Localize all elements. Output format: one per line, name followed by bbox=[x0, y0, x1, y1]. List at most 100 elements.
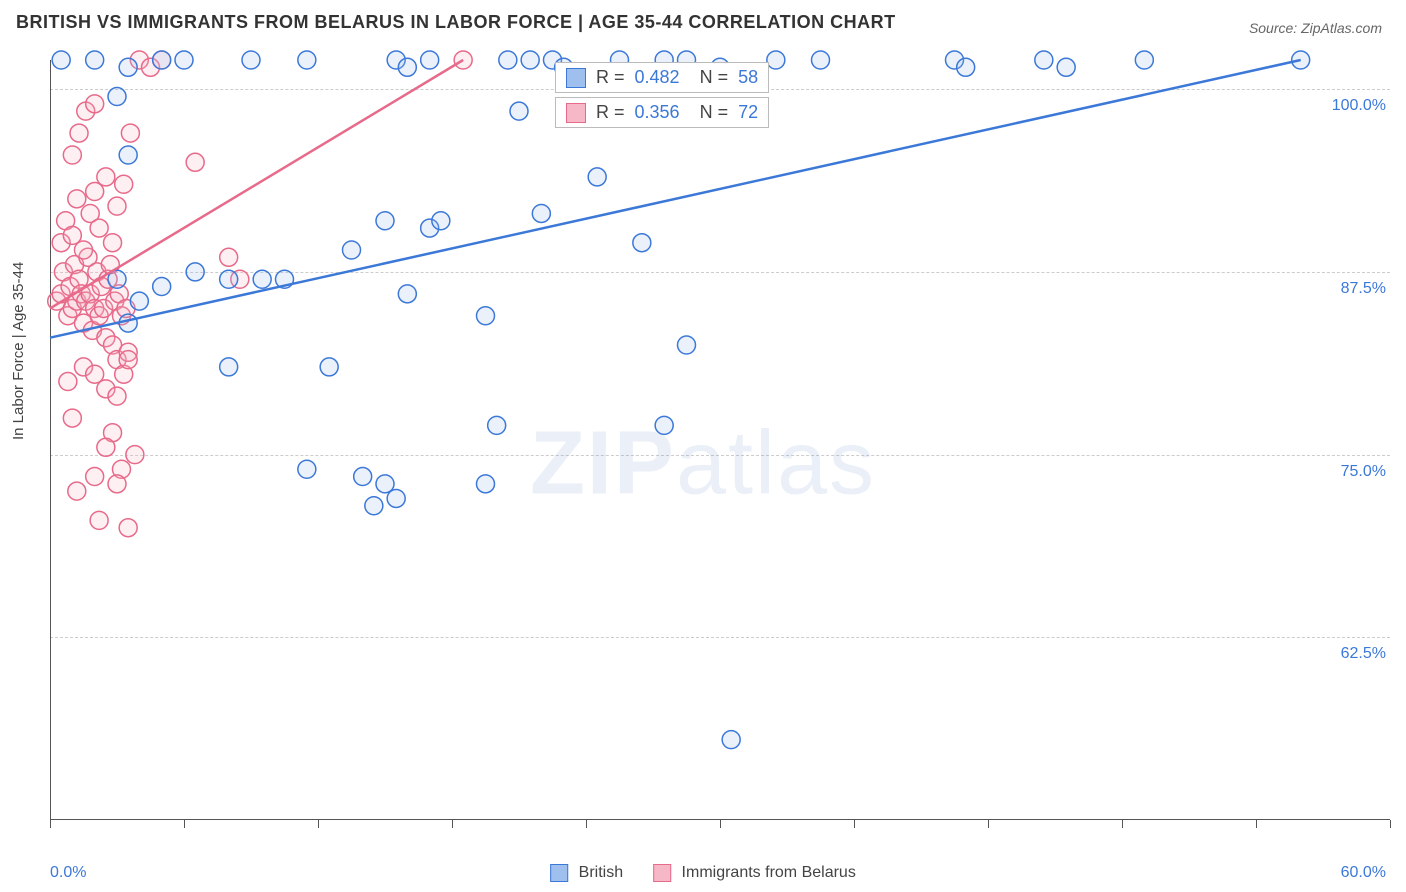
scatter-point-british bbox=[220, 358, 238, 376]
scatter-point-british bbox=[119, 58, 137, 76]
scatter-point-british bbox=[175, 51, 193, 69]
scatter-point-belarus bbox=[70, 124, 88, 142]
scatter-point-belarus bbox=[186, 153, 204, 171]
swatch-belarus bbox=[566, 103, 586, 123]
scatter-point-belarus bbox=[86, 95, 104, 113]
scatter-point-belarus bbox=[63, 146, 81, 164]
stats-row-british: R = 0.482 N = 58 bbox=[555, 62, 769, 93]
scatter-point-british bbox=[119, 314, 137, 332]
scatter-point-british bbox=[130, 292, 148, 310]
scatter-point-british bbox=[432, 212, 450, 230]
scatter-point-belarus bbox=[68, 482, 86, 500]
scatter-point-british bbox=[298, 460, 316, 478]
scatter-point-british bbox=[376, 212, 394, 230]
scatter-point-british bbox=[365, 497, 383, 515]
x-tick bbox=[988, 820, 989, 828]
scatter-point-british bbox=[499, 51, 517, 69]
source-attribution: Source: ZipAtlas.com bbox=[1249, 20, 1382, 36]
scatter-point-belarus bbox=[121, 124, 139, 142]
legend-item-belarus: Immigrants from Belarus bbox=[653, 864, 856, 882]
scatter-point-british bbox=[119, 146, 137, 164]
scatter-point-british bbox=[320, 358, 338, 376]
scatter-point-british bbox=[242, 51, 260, 69]
scatter-point-british bbox=[86, 51, 104, 69]
scatter-point-belarus bbox=[115, 175, 133, 193]
scatter-point-british bbox=[153, 278, 171, 296]
r-label: R = bbox=[596, 67, 625, 88]
scatter-point-british bbox=[588, 168, 606, 186]
scatter-point-belarus bbox=[90, 219, 108, 237]
r-value-belarus: 0.356 bbox=[635, 102, 680, 123]
x-tick bbox=[586, 820, 587, 828]
scatter-plot-svg bbox=[50, 60, 1390, 820]
scatter-point-belarus bbox=[68, 190, 86, 208]
scatter-point-belarus bbox=[220, 248, 238, 266]
legend-label-british: British bbox=[579, 864, 623, 881]
scatter-point-belarus bbox=[119, 351, 137, 369]
scatter-point-belarus bbox=[75, 241, 93, 259]
x-axis-max-label: 60.0% bbox=[1341, 864, 1386, 882]
x-axis-min-label: 0.0% bbox=[50, 864, 86, 882]
scatter-point-belarus bbox=[59, 373, 77, 391]
scatter-point-british bbox=[220, 270, 238, 288]
scatter-point-british bbox=[655, 416, 673, 434]
scatter-point-belarus bbox=[63, 409, 81, 427]
legend-swatch-belarus bbox=[653, 864, 671, 882]
scatter-point-british bbox=[1057, 58, 1075, 76]
scatter-point-british bbox=[253, 270, 271, 288]
x-tick bbox=[1390, 820, 1391, 828]
scatter-point-belarus bbox=[108, 197, 126, 215]
x-tick bbox=[50, 820, 51, 828]
scatter-point-belarus bbox=[97, 438, 115, 456]
scatter-point-british bbox=[1135, 51, 1153, 69]
n-label: N = bbox=[700, 102, 729, 123]
scatter-point-belarus bbox=[126, 446, 144, 464]
scatter-point-british bbox=[957, 58, 975, 76]
x-tick bbox=[1256, 820, 1257, 828]
scatter-point-british bbox=[1035, 51, 1053, 69]
legend-label-belarus: Immigrants from Belarus bbox=[682, 864, 856, 881]
r-label: R = bbox=[596, 102, 625, 123]
scatter-point-british bbox=[767, 51, 785, 69]
scatter-point-british bbox=[387, 489, 405, 507]
scatter-point-british bbox=[633, 234, 651, 252]
x-tick bbox=[452, 820, 453, 828]
x-tick bbox=[854, 820, 855, 828]
x-tick bbox=[720, 820, 721, 828]
scatter-point-british bbox=[812, 51, 830, 69]
n-value-british: 58 bbox=[738, 67, 758, 88]
x-tick bbox=[184, 820, 185, 828]
scatter-point-belarus bbox=[86, 468, 104, 486]
scatter-point-british bbox=[510, 102, 528, 120]
legend-item-british: British bbox=[550, 864, 623, 882]
scatter-point-belarus bbox=[108, 475, 126, 493]
scatter-point-british bbox=[186, 263, 204, 281]
scatter-point-british bbox=[354, 468, 372, 486]
scatter-point-british bbox=[477, 475, 495, 493]
scatter-point-british bbox=[398, 285, 416, 303]
legend: British Immigrants from Belarus bbox=[550, 864, 856, 882]
swatch-british bbox=[566, 68, 586, 88]
scatter-point-british bbox=[108, 88, 126, 106]
scatter-point-british bbox=[488, 416, 506, 434]
scatter-point-british bbox=[678, 336, 696, 354]
scatter-point-british bbox=[52, 51, 70, 69]
scatter-point-belarus bbox=[104, 234, 122, 252]
scatter-point-british bbox=[153, 51, 171, 69]
y-axis-label: In Labor Force | Age 35-44 bbox=[10, 262, 27, 440]
scatter-point-belarus bbox=[97, 168, 115, 186]
scatter-point-british bbox=[722, 731, 740, 749]
x-tick bbox=[318, 820, 319, 828]
scatter-point-belarus bbox=[90, 511, 108, 529]
scatter-point-british bbox=[477, 307, 495, 325]
stats-row-belarus: R = 0.356 N = 72 bbox=[555, 97, 769, 128]
scatter-point-british bbox=[532, 204, 550, 222]
n-value-belarus: 72 bbox=[738, 102, 758, 123]
scatter-point-british bbox=[343, 241, 361, 259]
legend-swatch-british bbox=[550, 864, 568, 882]
scatter-point-british bbox=[521, 51, 539, 69]
scatter-point-british bbox=[298, 51, 316, 69]
chart-container: BRITISH VS IMMIGRANTS FROM BELARUS IN LA… bbox=[0, 0, 1406, 892]
scatter-point-british bbox=[398, 58, 416, 76]
scatter-point-british bbox=[421, 51, 439, 69]
